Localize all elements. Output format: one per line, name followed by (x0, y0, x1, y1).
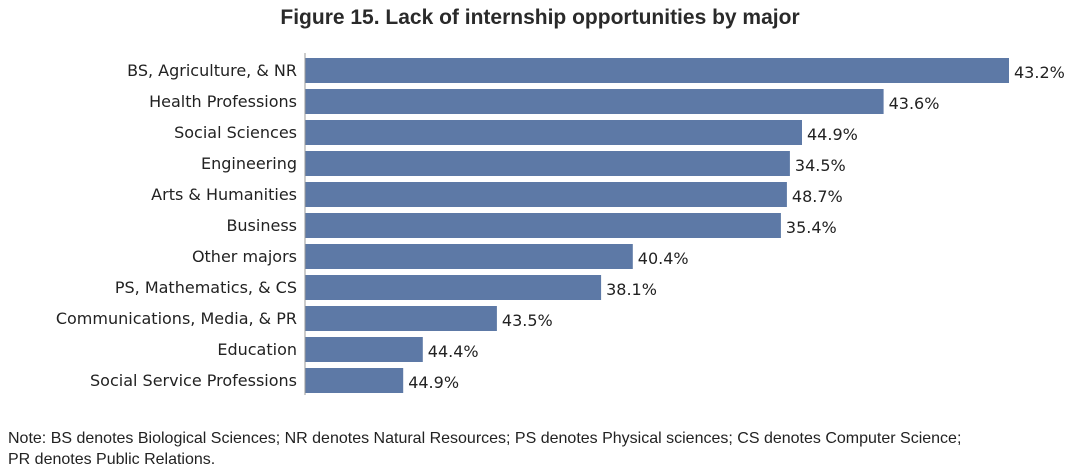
value-label-4: 48.7% (792, 187, 843, 206)
footnote-line-1: Note: BS denotes Biological Sciences; NR… (8, 430, 962, 447)
bar-3 (305, 151, 790, 176)
category-label-3: Engineering (201, 154, 297, 173)
bar-0 (305, 58, 1009, 83)
bar-6 (305, 244, 633, 269)
category-label-6: Other majors (192, 247, 297, 266)
bar-8 (305, 306, 497, 331)
bar-9 (305, 337, 423, 362)
category-label-4: Arts & Humanities (151, 185, 297, 204)
value-label-10: 44.9% (408, 373, 459, 392)
category-labels: BS, Agriculture, & NR Health Professions S… (56, 61, 297, 390)
value-label-3: 34.5% (795, 156, 846, 175)
bars-group (305, 58, 1009, 393)
category-label-1: Health Professions (149, 92, 297, 111)
bar-chart: BS, Agriculture, & NR Health Professions S… (56, 53, 1065, 395)
value-labels: 43.2% 43.6% 44.9% 34.5% 48.7% 35.4% 40.4% 38.1%… (408, 63, 1065, 392)
bar-7 (305, 275, 602, 300)
category-label-10: Social Service Professions (90, 371, 297, 390)
value-label-9: 44.4% (428, 342, 479, 361)
value-label-7: 38.1% (606, 280, 657, 299)
bar-4 (305, 182, 787, 207)
footnote: Note: BS denotes Biological Sciences; NR… (8, 428, 1073, 470)
category-label-9: Education (217, 340, 297, 359)
category-label-8: Communications, Media, & PR (56, 309, 297, 328)
chart-title: Figure 15. Lack of internship opportunit… (280, 6, 800, 29)
value-label-5: 35.4% (786, 218, 837, 237)
bar-1 (305, 89, 884, 114)
value-label-1: 43.6% (889, 94, 940, 113)
bar-10 (305, 368, 404, 393)
footnote-line-2: PR denotes Public Relations. (8, 451, 216, 468)
category-label-5: Business (226, 216, 297, 235)
value-label-6: 40.4% (638, 249, 689, 268)
value-label-8: 43.5% (502, 311, 553, 330)
value-label-2: 44.9% (807, 125, 858, 144)
category-label-7: PS, Mathematics, & CS (115, 278, 297, 297)
value-label-0: 43.2% (1014, 63, 1065, 82)
category-label-2: Social Sciences (174, 123, 297, 142)
bar-2 (305, 120, 802, 145)
bar-5 (305, 213, 781, 238)
category-label-0: BS, Agriculture, & NR (127, 61, 297, 80)
